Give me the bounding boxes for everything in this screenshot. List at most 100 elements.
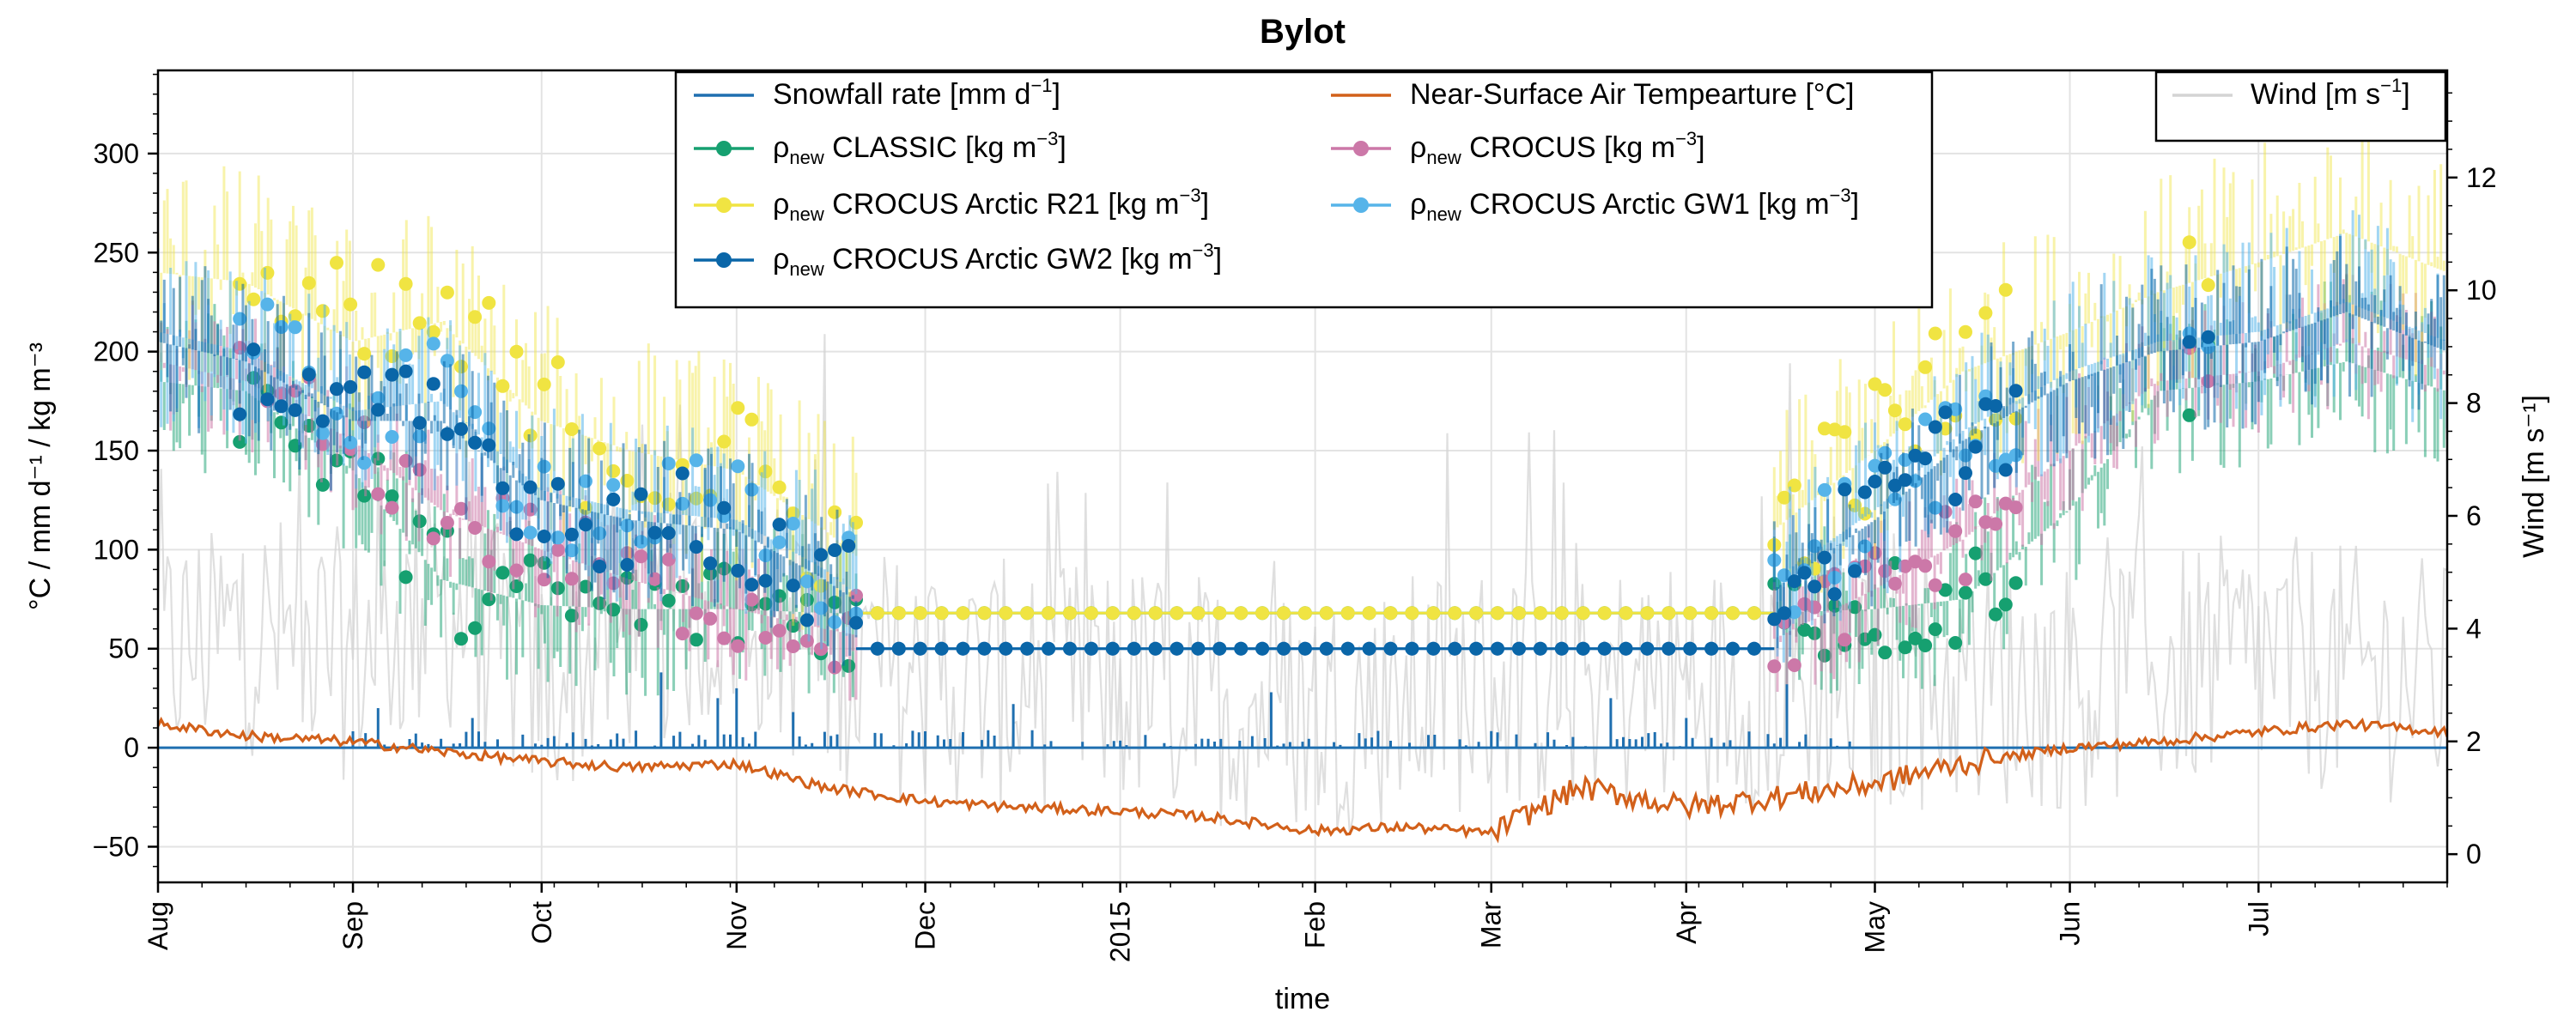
series-marker-r21 (537, 377, 551, 391)
x-tick-label: Jul (2243, 901, 2274, 936)
series-marker-gw2 (1319, 641, 1334, 656)
series-marker-gw2 (661, 526, 676, 540)
series-marker-gw2 (1383, 641, 1398, 656)
y-tick-label-left: 150 (94, 435, 139, 466)
series-marker-r21 (1704, 606, 1719, 621)
x-tick-label: Mar (1476, 901, 1507, 948)
series-marker-r21 (1191, 606, 1206, 621)
legend-marker (1353, 197, 1369, 213)
series-marker-classic (454, 632, 468, 646)
series-marker-gw2 (1989, 399, 2003, 413)
series-marker-gw2 (977, 641, 992, 656)
series-marker-r21 (260, 265, 275, 280)
series-marker-r21 (1362, 606, 1376, 621)
series-marker-gw2 (1887, 478, 1902, 493)
series-marker-crocus (786, 639, 800, 653)
series-marker-r21 (1277, 606, 1291, 621)
series-marker-gw2 (891, 641, 906, 656)
series-marker-classic (689, 633, 703, 647)
y-tick-label-right: 0 (2466, 839, 2482, 869)
series-marker-crocus (1807, 600, 1822, 615)
series-marker-classic (509, 579, 524, 593)
y-tick-label-right: 8 (2466, 388, 2482, 419)
series-marker-gw2 (2201, 330, 2215, 344)
series-marker-gw1 (440, 354, 454, 368)
series-marker-crocus (1968, 494, 1983, 509)
series-marker-gw1 (288, 320, 302, 335)
series-marker-r21 (1319, 606, 1334, 621)
series-marker-r21 (1928, 326, 1942, 341)
series-marker-gw2 (523, 480, 538, 494)
series-marker-classic (385, 489, 399, 504)
series-marker-gw1 (731, 459, 745, 474)
series-marker-gw1 (357, 456, 372, 470)
series-marker-gw1 (385, 430, 399, 444)
series-marker-crocus (717, 631, 732, 645)
series-marker-crocus (799, 633, 814, 648)
series-marker-r21 (330, 256, 343, 270)
series-marker-crocus (371, 487, 386, 501)
series-marker-gw2 (689, 540, 703, 554)
series-marker-gw1 (606, 478, 621, 492)
legend-item-gw2: ρnew CROCUS Arctic GW2 [kg m−3​] (694, 239, 1222, 280)
y-tick-label-left: 50 (108, 633, 139, 664)
series-marker-r21 (371, 258, 386, 272)
series-marker-r21 (1662, 606, 1676, 621)
series-marker-r21 (301, 276, 316, 290)
series-marker-gw2 (1959, 466, 1972, 481)
series-marker-classic (1978, 572, 1993, 586)
series-marker-gw2 (315, 414, 330, 428)
series-marker-gw2 (301, 367, 316, 382)
series-marker-r21 (1340, 606, 1355, 621)
series-marker-r21 (934, 606, 949, 621)
series-marker-r21 (1255, 606, 1270, 621)
series-marker-gw2 (1340, 641, 1355, 656)
series-marker-gw2 (1998, 463, 2013, 477)
series-marker-gw2 (468, 435, 483, 450)
series-marker-gw2 (647, 525, 662, 540)
series-marker-gw2 (1928, 420, 1942, 434)
series-marker-crocus (634, 549, 648, 564)
series-marker-r21 (1383, 606, 1398, 621)
series-marker-gw2 (1234, 641, 1249, 656)
series-marker-r21 (426, 324, 440, 339)
series-marker-crocus (509, 563, 524, 578)
series-marker-crocus (1767, 659, 1782, 674)
y-tick-label-right: 6 (2466, 500, 2482, 531)
series-marker-crocus (1959, 573, 1972, 587)
legend-label: ρnew CROCUS Arctic GW2 [kg m−3​] (773, 239, 1222, 280)
series-marker-gw2 (343, 379, 358, 394)
series-marker-gw2 (1277, 641, 1291, 656)
series-marker-gw2 (1084, 641, 1098, 656)
series-marker-gw2 (1191, 641, 1206, 656)
y-axis-left-label: °C / mm d⁻¹ / kg m⁻³ (24, 342, 57, 610)
legend-marker (1353, 141, 1369, 156)
series-marker-r21 (2182, 235, 2196, 250)
series-marker-gw1 (495, 499, 510, 513)
series-marker-gw1 (689, 453, 703, 468)
series-marker-gw2 (1512, 641, 1526, 656)
series-marker-crocus (564, 572, 579, 586)
legend-item-classic: ρnew CLASSIC [kg m−3​] (694, 128, 1066, 168)
series-marker-gw2 (744, 578, 759, 592)
series-marker-crocus (454, 501, 468, 516)
y-tick-label-right: 4 (2466, 613, 2482, 644)
series-marker-classic (398, 570, 413, 585)
series-markers-gw2 (233, 330, 2215, 656)
series-marker-gw2 (841, 538, 856, 553)
series-marker-r21 (1726, 606, 1740, 621)
legend-label: ρnew CLASSIC [kg m−3​] (773, 128, 1066, 168)
x-tick-label: Aug (143, 901, 173, 950)
series-marker-crocus (772, 623, 787, 638)
series-marker-gw2 (495, 481, 510, 495)
series-marker-gw2 (1838, 482, 1852, 497)
series-marker-r21 (1170, 606, 1184, 621)
series-marker-gw2 (828, 543, 842, 557)
series-marker-gw2 (1362, 641, 1376, 656)
series-marker-r21 (1959, 324, 1972, 339)
series-marker-classic (1968, 546, 1983, 560)
series-marker-classic (579, 579, 592, 594)
series-marker-gw2 (1868, 475, 1882, 488)
series-marker-gw2 (1533, 641, 1547, 656)
series-marker-gw2 (1777, 606, 1791, 621)
